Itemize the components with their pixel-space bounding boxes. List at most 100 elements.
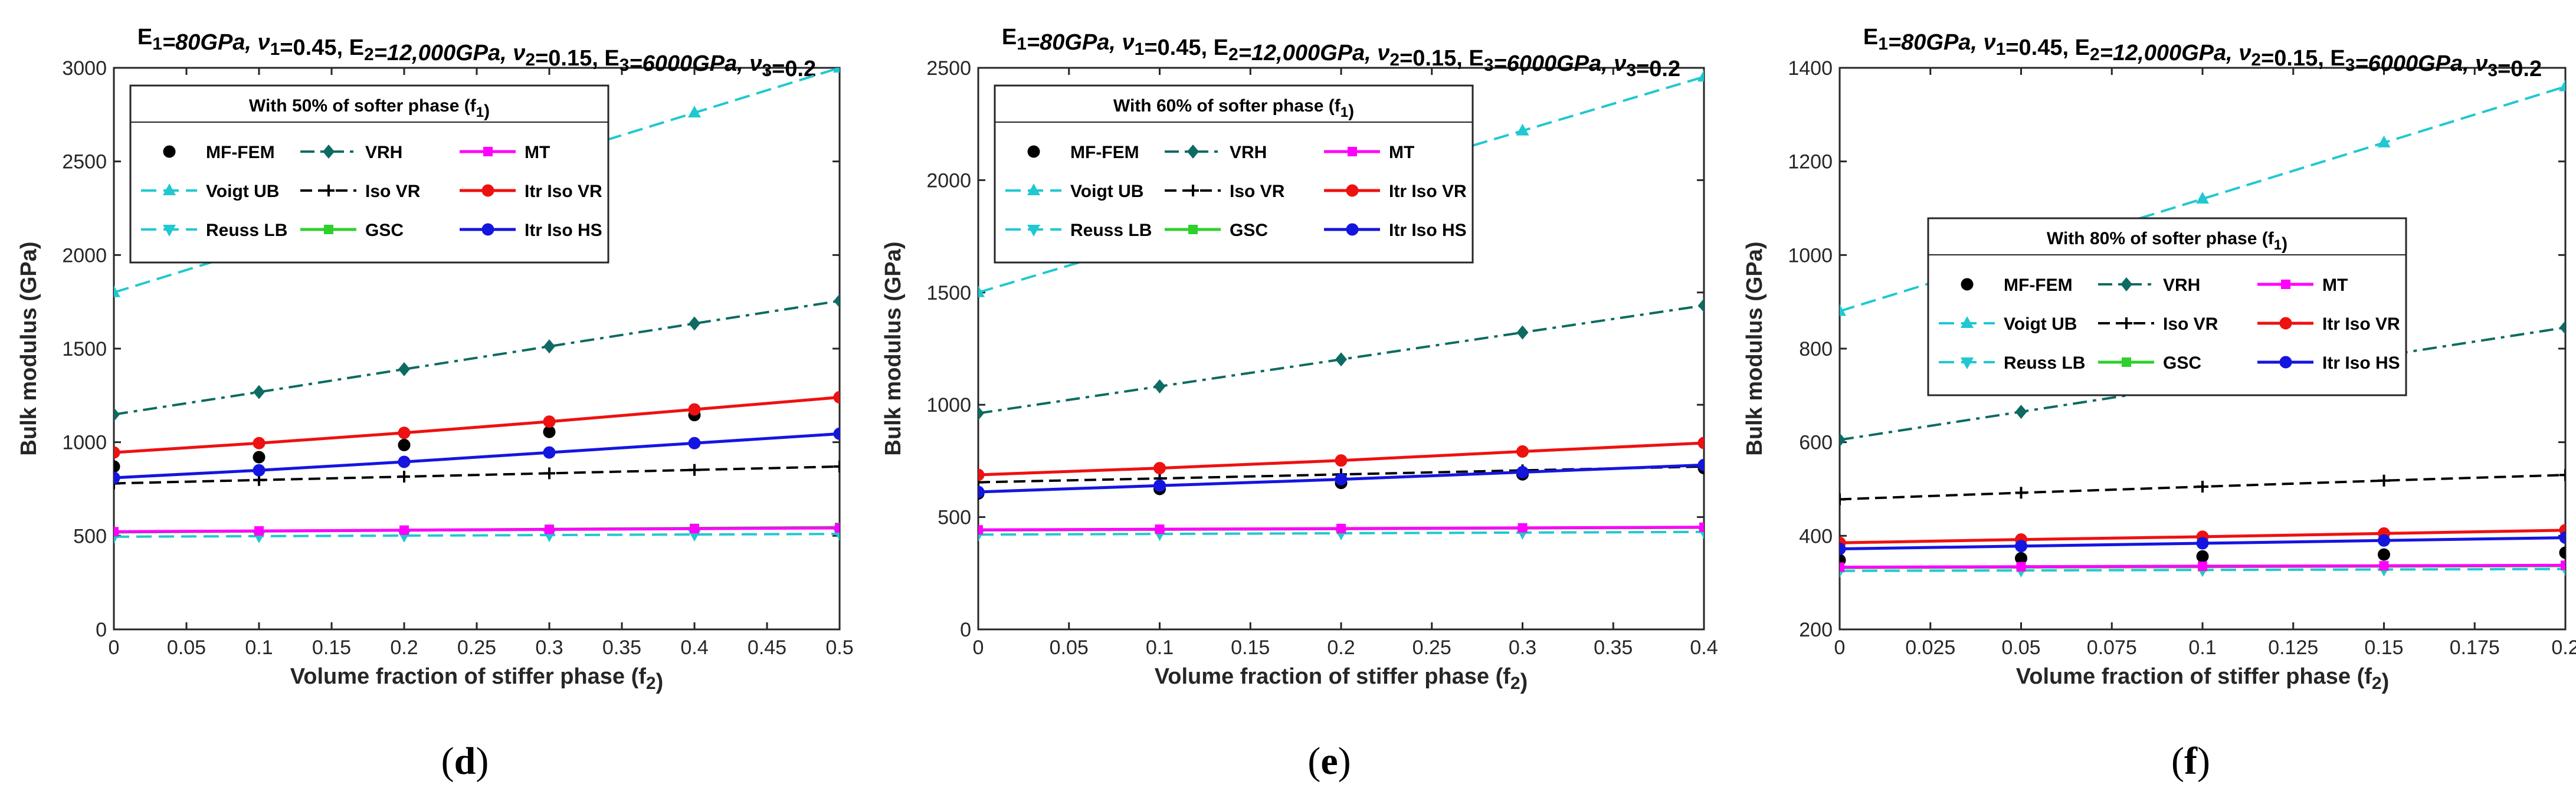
legend: With 60% of softer phase (f1) MF-FEM VRH MT…: [994, 84, 1474, 264]
legend-label: Itr Iso VR: [2322, 314, 2400, 334]
y-tick-label: 1500: [926, 282, 971, 304]
y-tick-label: 1000: [1788, 244, 1833, 267]
data-point-iso-vr: [834, 460, 840, 472]
series-itr-iso-hs: [114, 427, 840, 484]
legend-label: Itr Iso VR: [525, 182, 602, 201]
legend-swatch-marker: [324, 225, 333, 234]
x-tick-label: 0.4: [680, 636, 708, 659]
x-tick-label: 0.4: [1690, 636, 1718, 659]
legend-box: [129, 84, 609, 264]
data-point-mt: [835, 523, 840, 533]
data-point-mt: [399, 525, 409, 535]
legend-swatch-marker: [481, 184, 494, 197]
data-point-itr-iso-hs: [1840, 543, 1846, 556]
x-tick-label: 0.05: [167, 636, 206, 659]
data-point-vrh: [2559, 320, 2565, 335]
legend-entry-itr-iso-vr: Itr Iso VR: [460, 182, 602, 201]
series-line-reuss-lb: [114, 533, 840, 538]
legend-entry-voigt-ub: Voigt UB: [1005, 182, 1143, 201]
series-line-mt: [114, 526, 840, 533]
legend-swatch-marker: [483, 147, 493, 156]
legend-label: GSC: [2163, 353, 2201, 373]
x-tick-label: 0.15: [1231, 636, 1270, 659]
x-tick-label: 0.1: [1146, 636, 1174, 659]
legend-entry-mt: MT: [2257, 275, 2348, 295]
data-point-vrh: [2015, 405, 2027, 419]
legend-swatch-marker: [1027, 225, 1040, 237]
x-tick-label: 0.2: [390, 636, 418, 659]
series-itr-iso-hs: [1840, 531, 2565, 556]
legend-label: Iso VR: [2163, 314, 2218, 334]
legend-entry-gsc: GSC: [2098, 353, 2201, 373]
data-point-itr-iso-hs: [543, 446, 556, 459]
data-point-itr-iso-vr: [833, 391, 840, 404]
legend-label: Voigt UB: [1070, 182, 1143, 201]
data-point-itr-iso-vr: [1153, 462, 1166, 475]
series-itr-iso-hs: [978, 458, 1704, 498]
data-point-vrh: [1516, 325, 1529, 340]
data-point-voigt-ub: [114, 285, 120, 297]
data-point-voigt-ub: [978, 285, 985, 297]
legend-swatch-marker: [2122, 357, 2131, 367]
data-point-itr-iso-vr: [1516, 445, 1529, 458]
x-tick-label: 0.075: [2087, 636, 2137, 659]
data-point-vrh: [1698, 298, 1704, 313]
y-tick-label: 2000: [926, 169, 971, 192]
data-point-mt: [545, 524, 554, 534]
data-point-mt: [1155, 524, 1165, 534]
y-tick-label: 3000: [62, 57, 107, 80]
x-tick-label: 0.1: [2188, 636, 2216, 659]
series-itr-iso-vr: [114, 391, 840, 459]
legend-label: Iso VR: [365, 182, 421, 201]
y-tick-label: 2000: [62, 244, 107, 267]
x-tick-label: 0.15: [312, 636, 351, 659]
x-tick-label: 0: [109, 636, 120, 659]
data-point-itr-iso-vr: [253, 437, 266, 449]
legend-entry-iso-vr: Iso VR: [1165, 182, 1285, 201]
data-point-itr-iso-hs: [2015, 540, 2027, 553]
legend-entry-reuss-lb: Reuss LB: [1005, 221, 1152, 240]
legend-title: With 50% of softer phase (f1): [249, 96, 490, 121]
series-mt: [114, 523, 840, 537]
data-point-itr-iso-vr: [1335, 454, 1348, 467]
data-point-mt: [1699, 522, 1704, 532]
legend-entry-iso-vr: Iso VR: [300, 182, 421, 201]
data-point-voigt-ub: [1840, 304, 1846, 316]
data-point-mt: [1840, 562, 1844, 572]
chart-panel-2: 0 0.05 0.1 0.15 0.2 0.25 0.3 0.35 0.4 0 500 1000 150…: [881, 25, 1718, 783]
legend-swatch-marker: [1961, 316, 1974, 328]
legend-label: GSC: [365, 221, 404, 240]
x-tick-label: 0: [973, 636, 984, 659]
data-point-iso-vr: [398, 471, 410, 483]
data-point-mt: [254, 526, 264, 536]
data-point-vrh: [834, 294, 840, 309]
data-point-itr-iso-hs: [2196, 537, 2209, 550]
legend-swatch-marker: [2121, 277, 2132, 291]
data-point-mt: [690, 524, 699, 534]
legend-swatch-marker: [2281, 280, 2290, 289]
data-point-mt: [114, 527, 119, 537]
legend-swatch-marker: [2279, 317, 2292, 330]
data-point-itr-iso-hs: [1153, 479, 1166, 492]
legend-label: VRH: [1230, 143, 1267, 162]
data-point-voigt-ub: [688, 106, 701, 118]
data-point-iso-vr: [2378, 474, 2390, 487]
data-point-vrh: [1153, 379, 1166, 393]
series-layer: [1840, 79, 2565, 578]
legend-swatch-marker: [2121, 317, 2132, 329]
data-point-itr-iso-hs: [1335, 473, 1348, 486]
series-mf-fem: [1840, 546, 2565, 567]
panel-label: (d): [441, 740, 489, 783]
legend-swatch-marker: [1348, 147, 1357, 156]
y-tick-label: 1200: [1788, 151, 1833, 173]
legend-entry-iso-vr: Iso VR: [2098, 314, 2218, 334]
x-tick-label: 0.3: [535, 636, 563, 659]
data-point-voigt-ub: [1697, 70, 1704, 82]
legend-entry-reuss-lb: Reuss LB: [1939, 353, 2085, 373]
data-point-mt: [2016, 562, 2026, 572]
data-point-itr-iso-vr: [978, 468, 985, 481]
x-tick-label: 0.35: [1594, 636, 1633, 659]
legend-label: GSC: [1230, 221, 1268, 240]
legend-swatch-marker: [1961, 357, 1974, 369]
legend-swatch-marker: [2279, 356, 2292, 369]
